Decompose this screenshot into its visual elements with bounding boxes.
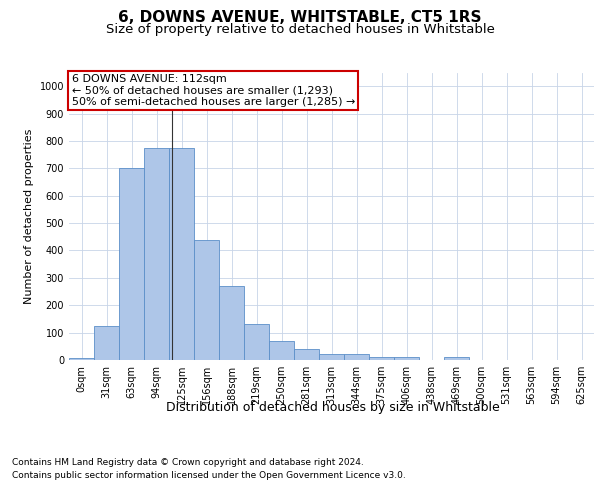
Bar (219, 286, 244, 360)
Text: Contains HM Land Registry data © Crown copyright and database right 2024.: Contains HM Land Registry data © Crown c… (12, 458, 364, 467)
Bar (94, 326, 119, 360)
Bar (269, 341, 294, 360)
Text: 6 DOWNS AVENUE: 112sqm
← 50% of detached houses are smaller (1,293)
50% of semi-: 6 DOWNS AVENUE: 112sqm ← 50% of detached… (71, 74, 355, 107)
Text: Contains public sector information licensed under the Open Government Licence v3: Contains public sector information licen… (12, 472, 406, 480)
Bar (319, 354, 344, 360)
Bar (169, 148, 194, 360)
Bar (344, 354, 369, 360)
Text: 6, DOWNS AVENUE, WHITSTABLE, CT5 1RS: 6, DOWNS AVENUE, WHITSTABLE, CT5 1RS (118, 10, 482, 25)
Bar (69, 358, 94, 360)
Bar (194, 240, 219, 360)
Bar (244, 324, 269, 360)
Text: Distribution of detached houses by size in Whitstable: Distribution of detached houses by size … (166, 401, 500, 414)
Bar (119, 168, 144, 360)
Text: Size of property relative to detached houses in Whitstable: Size of property relative to detached ho… (106, 24, 494, 36)
Bar (394, 356, 419, 360)
Bar (369, 356, 394, 360)
Y-axis label: Number of detached properties: Number of detached properties (24, 128, 34, 304)
Bar (444, 358, 469, 360)
Bar (144, 148, 169, 360)
Bar (294, 349, 319, 360)
